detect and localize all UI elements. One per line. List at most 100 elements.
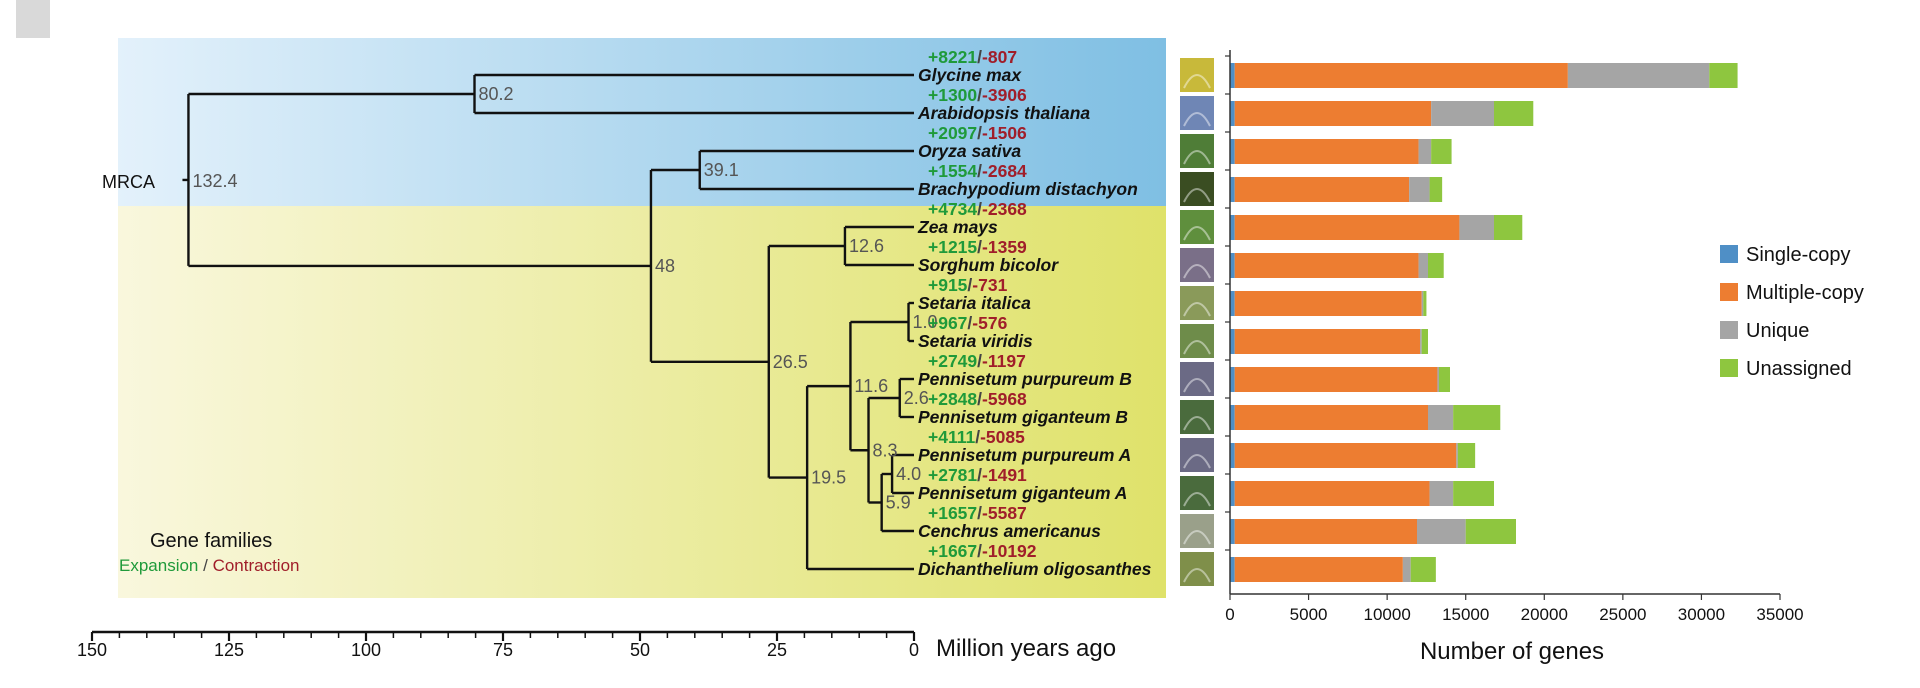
species-thumbnail — [1180, 210, 1214, 244]
legend-label: Unique — [1746, 320, 1809, 342]
gene-family-change: +1667/-10192 — [928, 541, 1037, 561]
species-thumbnail — [1180, 476, 1214, 510]
bar-segment — [1428, 405, 1454, 430]
legend-swatch — [1720, 283, 1738, 301]
expansion-count: +1215 — [928, 237, 977, 257]
species-thumbnail — [1180, 552, 1214, 586]
species-thumbnail-plant — [1183, 302, 1211, 317]
expansion-count: +2749 — [928, 351, 977, 371]
bar-axis-tick-label: 30000 — [1678, 605, 1725, 624]
expansion-count: +2097 — [928, 123, 977, 143]
species-thumbnail-plant — [1183, 188, 1211, 203]
time-axis-tick-label: 50 — [630, 640, 650, 660]
species-thumbnail-plant — [1183, 568, 1211, 583]
time-axis-tick-label: 25 — [767, 640, 787, 660]
species-thumbnail-plant — [1183, 112, 1211, 127]
expansion-count: +2781 — [928, 465, 977, 485]
bar-segment — [1453, 405, 1501, 430]
node-age-label: 39.1 — [704, 160, 739, 180]
node-age-label: 19.5 — [811, 468, 846, 488]
bar-segment — [1234, 101, 1432, 126]
change-separator: / — [977, 503, 982, 523]
bar-segment — [1234, 481, 1430, 506]
legend-separator: / — [198, 556, 212, 575]
expansion-count: +4734 — [928, 199, 977, 219]
bar-segment — [1230, 519, 1235, 544]
bar-segment — [1409, 177, 1430, 202]
gene-family-change: +8221/-807 — [928, 47, 1017, 67]
bar-segment — [1418, 139, 1432, 164]
bar-segment — [1234, 367, 1438, 392]
gene-family-change: +915/-731 — [928, 275, 1008, 295]
taxon-name: Setaria italica — [918, 293, 1031, 313]
node-age-label: 132.4 — [192, 171, 237, 191]
legend-swatch — [1720, 321, 1738, 339]
expansion-count: +2848 — [928, 389, 977, 409]
taxon-name: Pennisetum giganteum A — [918, 483, 1127, 503]
bar-segment — [1494, 215, 1523, 240]
change-separator: / — [967, 313, 972, 333]
taxon-name: Pennisetum giganteum B — [918, 407, 1128, 427]
contraction-count: -5085 — [980, 427, 1025, 447]
taxon-name: Brachypodium distachyon — [918, 179, 1138, 199]
expansion-count: +1554 — [928, 161, 977, 181]
gene-family-change: +4111/-5085 — [928, 427, 1025, 447]
taxon-name: Arabidopsis thaliana — [917, 103, 1090, 123]
bar-segment — [1234, 443, 1457, 468]
bar-axis-tick-label: 10000 — [1364, 605, 1411, 624]
bar-segment — [1421, 329, 1428, 354]
change-separator: / — [975, 427, 980, 447]
bar-segment — [1421, 291, 1424, 316]
bar-segment — [1230, 329, 1235, 354]
species-thumbnail-plant — [1183, 226, 1211, 241]
bar-axis-tick-label: 5000 — [1290, 605, 1328, 624]
expansion-count: +1657 — [928, 503, 977, 523]
gene-family-change: +1215/-1359 — [928, 237, 1027, 257]
change-separator: / — [977, 85, 982, 105]
time-axis-tick-label: 0 — [909, 640, 919, 660]
bar-segment — [1234, 253, 1419, 278]
phylogenetic-tree: 80.2 39.1 12.6 1.0 2.6 4.0 5.9 8.3 11.6 19.5 26.5 4… — [182, 73, 938, 571]
change-separator: / — [977, 541, 982, 561]
expansion-count: +4111 — [928, 427, 975, 447]
change-separator: / — [977, 465, 982, 485]
species-thumbnail-plant — [1183, 150, 1211, 165]
species-thumbnail — [1180, 134, 1214, 168]
contraction-count: -5587 — [982, 503, 1027, 523]
species-thumbnail — [1180, 248, 1214, 282]
species-thumbnail-plant — [1183, 416, 1211, 431]
bar-segment — [1230, 443, 1235, 468]
dicot-background — [118, 38, 1166, 206]
bar-segment — [1417, 519, 1466, 544]
contraction-count: -1506 — [982, 123, 1027, 143]
node-age-label: 5.9 — [886, 493, 911, 513]
contraction-count: -10192 — [982, 541, 1037, 561]
bar-segment — [1402, 557, 1411, 582]
expansion-contraction-legend: Expansion / Contraction — [119, 556, 300, 575]
contraction-count: -2368 — [982, 199, 1027, 219]
taxon-name: Setaria viridis — [918, 331, 1033, 351]
change-separator: / — [977, 351, 982, 371]
taxon-name: Zea mays — [917, 217, 998, 237]
bar-segment — [1230, 101, 1235, 126]
gene-family-change: +967/-576 — [928, 313, 1008, 333]
legend-expansion: Expansion — [119, 556, 198, 575]
bar-segment — [1230, 215, 1235, 240]
bar-segment — [1234, 139, 1419, 164]
bar-segment — [1230, 367, 1235, 392]
time-axis-tick-label: 75 — [493, 640, 513, 660]
legend-label: Unassigned — [1746, 358, 1852, 380]
bar-axis-tick-label: 0 — [1225, 605, 1234, 624]
bar-segment — [1230, 291, 1235, 316]
root-label: MRCA — [102, 172, 155, 192]
time-axis-tick-label: 125 — [214, 640, 244, 660]
contraction-count: -731 — [972, 275, 1007, 295]
species-thumbnail — [1180, 362, 1214, 396]
bar-axis-tick-label: 15000 — [1442, 605, 1489, 624]
change-separator: / — [977, 389, 982, 409]
bar-segment — [1234, 519, 1417, 544]
change-separator: / — [967, 275, 972, 295]
bar-segment — [1410, 557, 1436, 582]
monocot-background — [118, 206, 1166, 598]
